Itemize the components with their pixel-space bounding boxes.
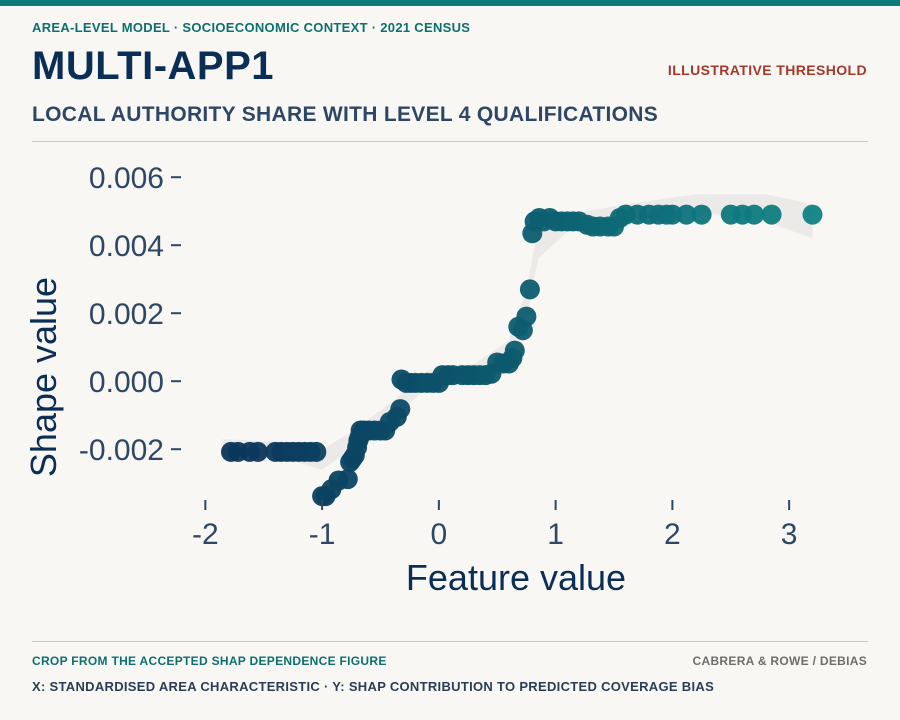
header-divider — [32, 141, 868, 142]
footer-divider — [32, 641, 868, 642]
data-point — [802, 204, 823, 225]
data-point — [691, 204, 712, 225]
chart-title: MULTI-APP1 — [32, 44, 275, 88]
y-tick-label: -0.002 — [79, 434, 164, 467]
shap-dependence-plot: -0.002 0.000 0.002 0.004 0.006 -2 -1 0 1 2 3 Featu… — [23, 162, 823, 598]
data-point — [337, 469, 358, 490]
data-point — [662, 204, 683, 225]
y-axis-label: Shape value — [23, 277, 64, 477]
header-kicker: AREA-LEVEL MODEL · SOCIOECONOMIC CONTEXT… — [32, 20, 471, 35]
data-point — [516, 306, 537, 327]
data-point — [306, 441, 327, 462]
axes-layer: -0.002 0.000 0.002 0.004 0.006 -2 -1 0 1 2 3 — [79, 162, 798, 551]
y-tick-label: 0.000 — [89, 366, 164, 399]
y-tick-label: 0.004 — [89, 230, 164, 263]
x-tick-label: 2 — [664, 518, 681, 551]
x-tick-label: 1 — [547, 518, 564, 551]
x-axis-label: Feature value — [406, 557, 626, 598]
footer-credit: CABRERA & ROWE / DEBIAS — [692, 654, 867, 668]
data-point — [744, 204, 765, 225]
footer-source: CROP FROM THE ACCEPTED SHAP DEPENDENCE F… — [32, 654, 387, 668]
x-tick-label: -2 — [192, 518, 219, 551]
data-point — [519, 279, 540, 300]
accent-top-bar — [0, 0, 900, 6]
x-tick-label: -1 — [309, 518, 336, 551]
chart-subtitle: LOCAL AUTHORITY SHARE WITH LEVEL 4 QUALI… — [32, 103, 659, 126]
data-point — [247, 441, 268, 462]
x-tick-label: 0 — [431, 518, 448, 551]
y-tick-label: 0.002 — [89, 298, 164, 331]
data-point — [761, 204, 782, 225]
footer-axis-note: X: STANDARDISED AREA CHARACTERISTIC · Y:… — [32, 679, 715, 694]
x-tick-label: 3 — [781, 518, 798, 551]
data-point — [676, 204, 697, 225]
points-layer — [221, 204, 823, 507]
threshold-badge: ILLUSTRATIVE THRESHOLD — [667, 62, 867, 78]
data-point — [504, 340, 525, 361]
y-tick-label: 0.006 — [89, 162, 164, 195]
data-point — [390, 399, 411, 420]
